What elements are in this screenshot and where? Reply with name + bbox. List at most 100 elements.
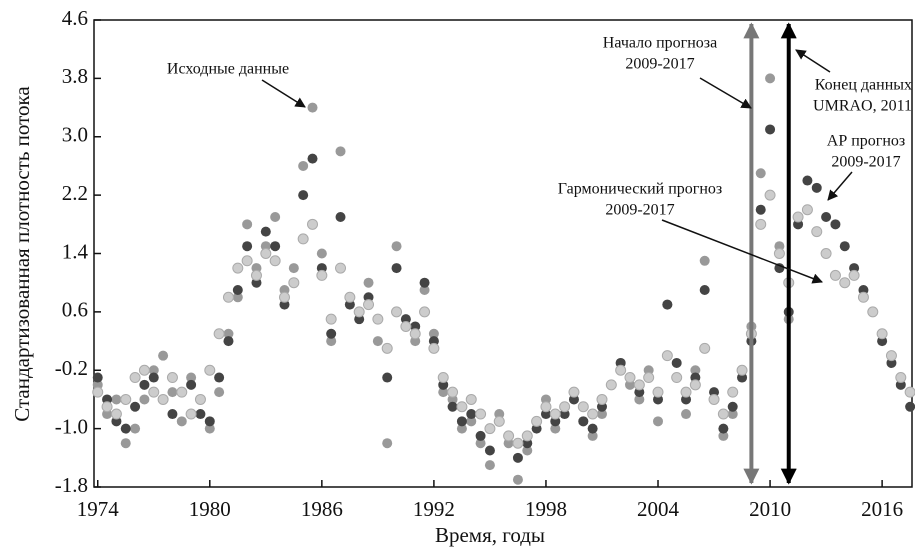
data-point xyxy=(493,415,505,427)
data-point xyxy=(382,372,393,383)
y-tick-label: 3.8 xyxy=(62,64,88,88)
data-point xyxy=(214,372,225,383)
data-point xyxy=(372,313,384,325)
data-point xyxy=(802,175,813,186)
data-point xyxy=(633,379,645,391)
data-point xyxy=(465,393,477,405)
data-point xyxy=(326,336,337,347)
data-point xyxy=(157,393,169,405)
data-point xyxy=(521,430,533,442)
data-point xyxy=(680,386,692,398)
y-tick-label: -0.2 xyxy=(55,356,88,380)
data-point xyxy=(129,372,141,384)
data-point xyxy=(335,262,347,274)
data-point xyxy=(484,460,495,471)
data-point xyxy=(596,409,607,420)
data-point xyxy=(372,336,383,347)
data-point xyxy=(522,445,533,456)
data-point xyxy=(232,292,243,303)
data-point xyxy=(615,364,627,376)
data-point xyxy=(195,409,206,420)
data-point xyxy=(353,306,365,318)
data-point xyxy=(587,430,598,441)
data-point xyxy=(829,269,841,281)
data-point xyxy=(167,387,178,398)
data-point xyxy=(764,189,776,201)
data-point xyxy=(241,255,253,267)
data-point xyxy=(699,342,711,354)
data-point xyxy=(671,357,682,368)
data-point xyxy=(773,248,785,259)
data-point xyxy=(577,401,589,413)
data-point xyxy=(652,386,664,398)
data-point xyxy=(223,336,234,347)
data-point xyxy=(736,364,748,376)
data-point xyxy=(316,269,328,281)
data-point xyxy=(419,306,431,318)
data-point xyxy=(130,401,141,412)
data-point xyxy=(867,306,879,318)
data-point xyxy=(270,241,281,252)
data-point xyxy=(232,284,243,295)
data-point xyxy=(298,160,309,171)
data-point xyxy=(466,416,477,427)
data-point xyxy=(166,372,178,384)
data-point xyxy=(92,372,103,383)
data-point xyxy=(214,387,225,398)
data-point xyxy=(447,386,459,398)
data-point xyxy=(484,423,496,435)
annotation-text: UMRAO, 2011 xyxy=(813,98,912,115)
annotation-arrow xyxy=(661,219,823,284)
data-point xyxy=(307,218,319,230)
data-point xyxy=(363,277,374,288)
data-point xyxy=(559,401,571,413)
data-point xyxy=(232,262,244,274)
data-point xyxy=(138,364,150,376)
data-point xyxy=(120,423,131,434)
y-tick-label: -1.0 xyxy=(55,414,88,438)
data-point xyxy=(260,226,271,237)
data-point xyxy=(531,415,543,427)
annotation-text: Начало прогноза xyxy=(603,35,717,52)
annotation-text: Гармонический прогноз xyxy=(558,181,723,198)
data-point xyxy=(391,263,402,274)
data-point xyxy=(792,211,804,223)
data-point xyxy=(484,445,495,456)
data-point xyxy=(120,393,132,405)
data-point xyxy=(269,255,281,267)
data-point xyxy=(885,350,897,362)
data-point xyxy=(690,365,701,376)
data-point xyxy=(727,401,738,412)
y-axis-label: Стандартизованная плотность потока xyxy=(10,86,34,422)
data-point xyxy=(801,204,813,216)
data-point xyxy=(222,291,234,303)
data-point xyxy=(335,146,346,157)
data-point xyxy=(363,299,375,311)
data-point xyxy=(681,409,692,420)
y-tick-label: 1.4 xyxy=(62,239,89,263)
data-point xyxy=(438,387,449,398)
data-point xyxy=(148,365,159,376)
data-point xyxy=(409,328,421,340)
data-point xyxy=(503,430,515,442)
data-point xyxy=(512,474,523,485)
data-point xyxy=(381,342,393,354)
annotation-arrow xyxy=(261,79,306,108)
data-point xyxy=(447,401,458,412)
data-point xyxy=(382,438,393,449)
data-point xyxy=(325,313,337,325)
data-point xyxy=(475,430,486,441)
y-tick-label: 2.2 xyxy=(62,181,88,205)
data-point xyxy=(298,190,309,201)
data-point xyxy=(250,269,262,281)
data-point xyxy=(830,219,841,230)
data-point xyxy=(242,219,253,230)
data-point xyxy=(839,277,851,289)
data-point xyxy=(437,372,449,384)
data-point xyxy=(260,248,272,259)
data-point xyxy=(307,102,318,113)
annotation-arrow xyxy=(699,77,752,109)
data-point xyxy=(186,372,197,383)
data-point xyxy=(326,328,337,339)
